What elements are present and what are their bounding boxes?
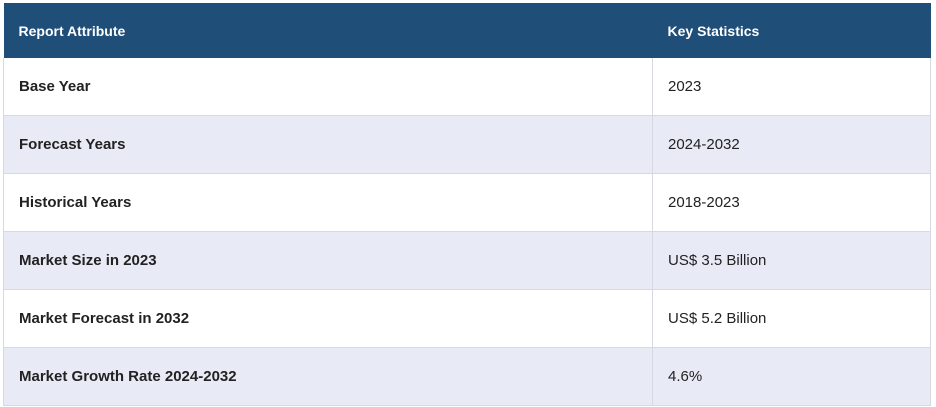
attribute-cell: Historical Years <box>3 173 653 232</box>
table-row: Market Growth Rate 2024-2032 4.6% <box>3 347 931 406</box>
attribute-cell: Market Growth Rate 2024-2032 <box>3 347 653 406</box>
statistic-cell: 2018-2023 <box>652 173 931 232</box>
statistic-cell: 2023 <box>652 58 931 116</box>
table-row: Market Forecast in 2032 US$ 5.2 Billion <box>3 289 931 348</box>
header-cell: Key Statistics <box>652 3 931 58</box>
statistics-table: Report Attribute Key Statistics Base Yea… <box>3 3 931 406</box>
statistic-cell: 4.6% <box>652 347 931 406</box>
statistic-cell: 2024-2032 <box>652 115 931 174</box>
table-row: Base Year 2023 <box>3 58 931 116</box>
table-row: Historical Years 2018-2023 <box>3 173 931 232</box>
attribute-cell: Base Year <box>3 58 653 116</box>
statistic-cell: US$ 5.2 Billion <box>652 289 931 348</box>
attribute-cell: Market Size in 2023 <box>3 231 653 290</box>
statistic-cell: US$ 3.5 Billion <box>652 231 931 290</box>
table-row: Market Size in 2023 US$ 3.5 Billion <box>3 231 931 290</box>
table-row: Forecast Years 2024-2032 <box>3 115 931 174</box>
attribute-cell: Forecast Years <box>3 115 653 174</box>
header-row: Report Attribute Key Statistics <box>3 3 931 58</box>
attribute-cell: Market Forecast in 2032 <box>3 289 653 348</box>
header-cell: Report Attribute <box>3 3 653 58</box>
